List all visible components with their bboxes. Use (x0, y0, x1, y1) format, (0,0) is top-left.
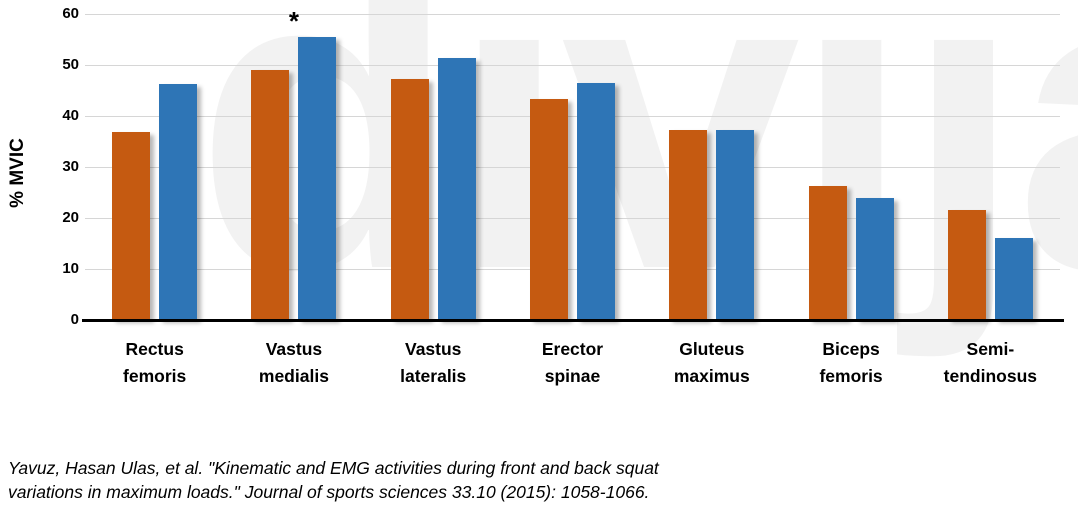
background-watermark: divijak (195, 0, 1078, 359)
bar-orange-gluteus-maximus (669, 130, 708, 320)
y-tick-label-40: 40 (62, 107, 79, 124)
y-tick-label-50: 50 (62, 56, 79, 73)
bar-orange-semi--tendinosus (947, 210, 986, 320)
gridline-60 (85, 14, 1060, 15)
x-axis-line (82, 319, 1064, 322)
bar-blue-gluteus-maximus (716, 130, 755, 320)
bar-orange-rectus-femoris (112, 132, 151, 320)
bar-blue-vastus-medialis (298, 36, 337, 320)
gridline-30 (85, 167, 1060, 168)
y-tick-label-20: 20 (62, 209, 79, 226)
x-tick-label-rectus-femoris: Rectus femoris (123, 339, 187, 387)
bar-blue-vastus-lateralis (437, 58, 476, 320)
bar-orange-biceps-femoris (808, 185, 847, 320)
plot-area: * (82, 6, 1064, 322)
bar-blue-erector-spinae (577, 83, 615, 320)
significance-marker-0: * (288, 5, 299, 36)
gridline-40 (85, 116, 1060, 117)
bar-blue-semi--tendinosus (994, 238, 1033, 320)
bar-orange-vastus-lateralis (390, 79, 429, 320)
x-tick-label-vastus-lateralis: Vastus lateralis (400, 339, 467, 387)
x-tick-label-vastus-medialis: Vastus medialis (258, 339, 329, 387)
x-tick-label-gluteus-maximus: Gluteus maximus (673, 339, 750, 387)
bar-orange-erector-spinae (530, 99, 568, 320)
x-tick-label-semi--tendinosus: Semi- tendinosus (943, 339, 1038, 387)
y-tick-label-30: 30 (62, 158, 79, 175)
x-tick-label-biceps-femoris: Biceps femoris (819, 339, 883, 387)
x-tick-label-erector-spinae: Erector spinae (541, 339, 604, 387)
y-tick-label-10: 10 (62, 260, 79, 277)
y-tick-label-60: 60 (62, 5, 79, 22)
gridline-50 (85, 65, 1060, 66)
bar-blue-biceps-femoris (855, 197, 894, 320)
bar-orange-vastus-medialis (251, 70, 290, 320)
gridline-10 (85, 269, 1060, 270)
y-axis-title: % MVIC (7, 138, 28, 208)
bar-blue-rectus-femoris (159, 84, 198, 320)
citation-text: Yavuz, Hasan Ulas, et al. "Kinematic and… (8, 458, 659, 503)
y-tick-label-0: 0 (70, 311, 79, 328)
gridline-20 (85, 218, 1060, 219)
